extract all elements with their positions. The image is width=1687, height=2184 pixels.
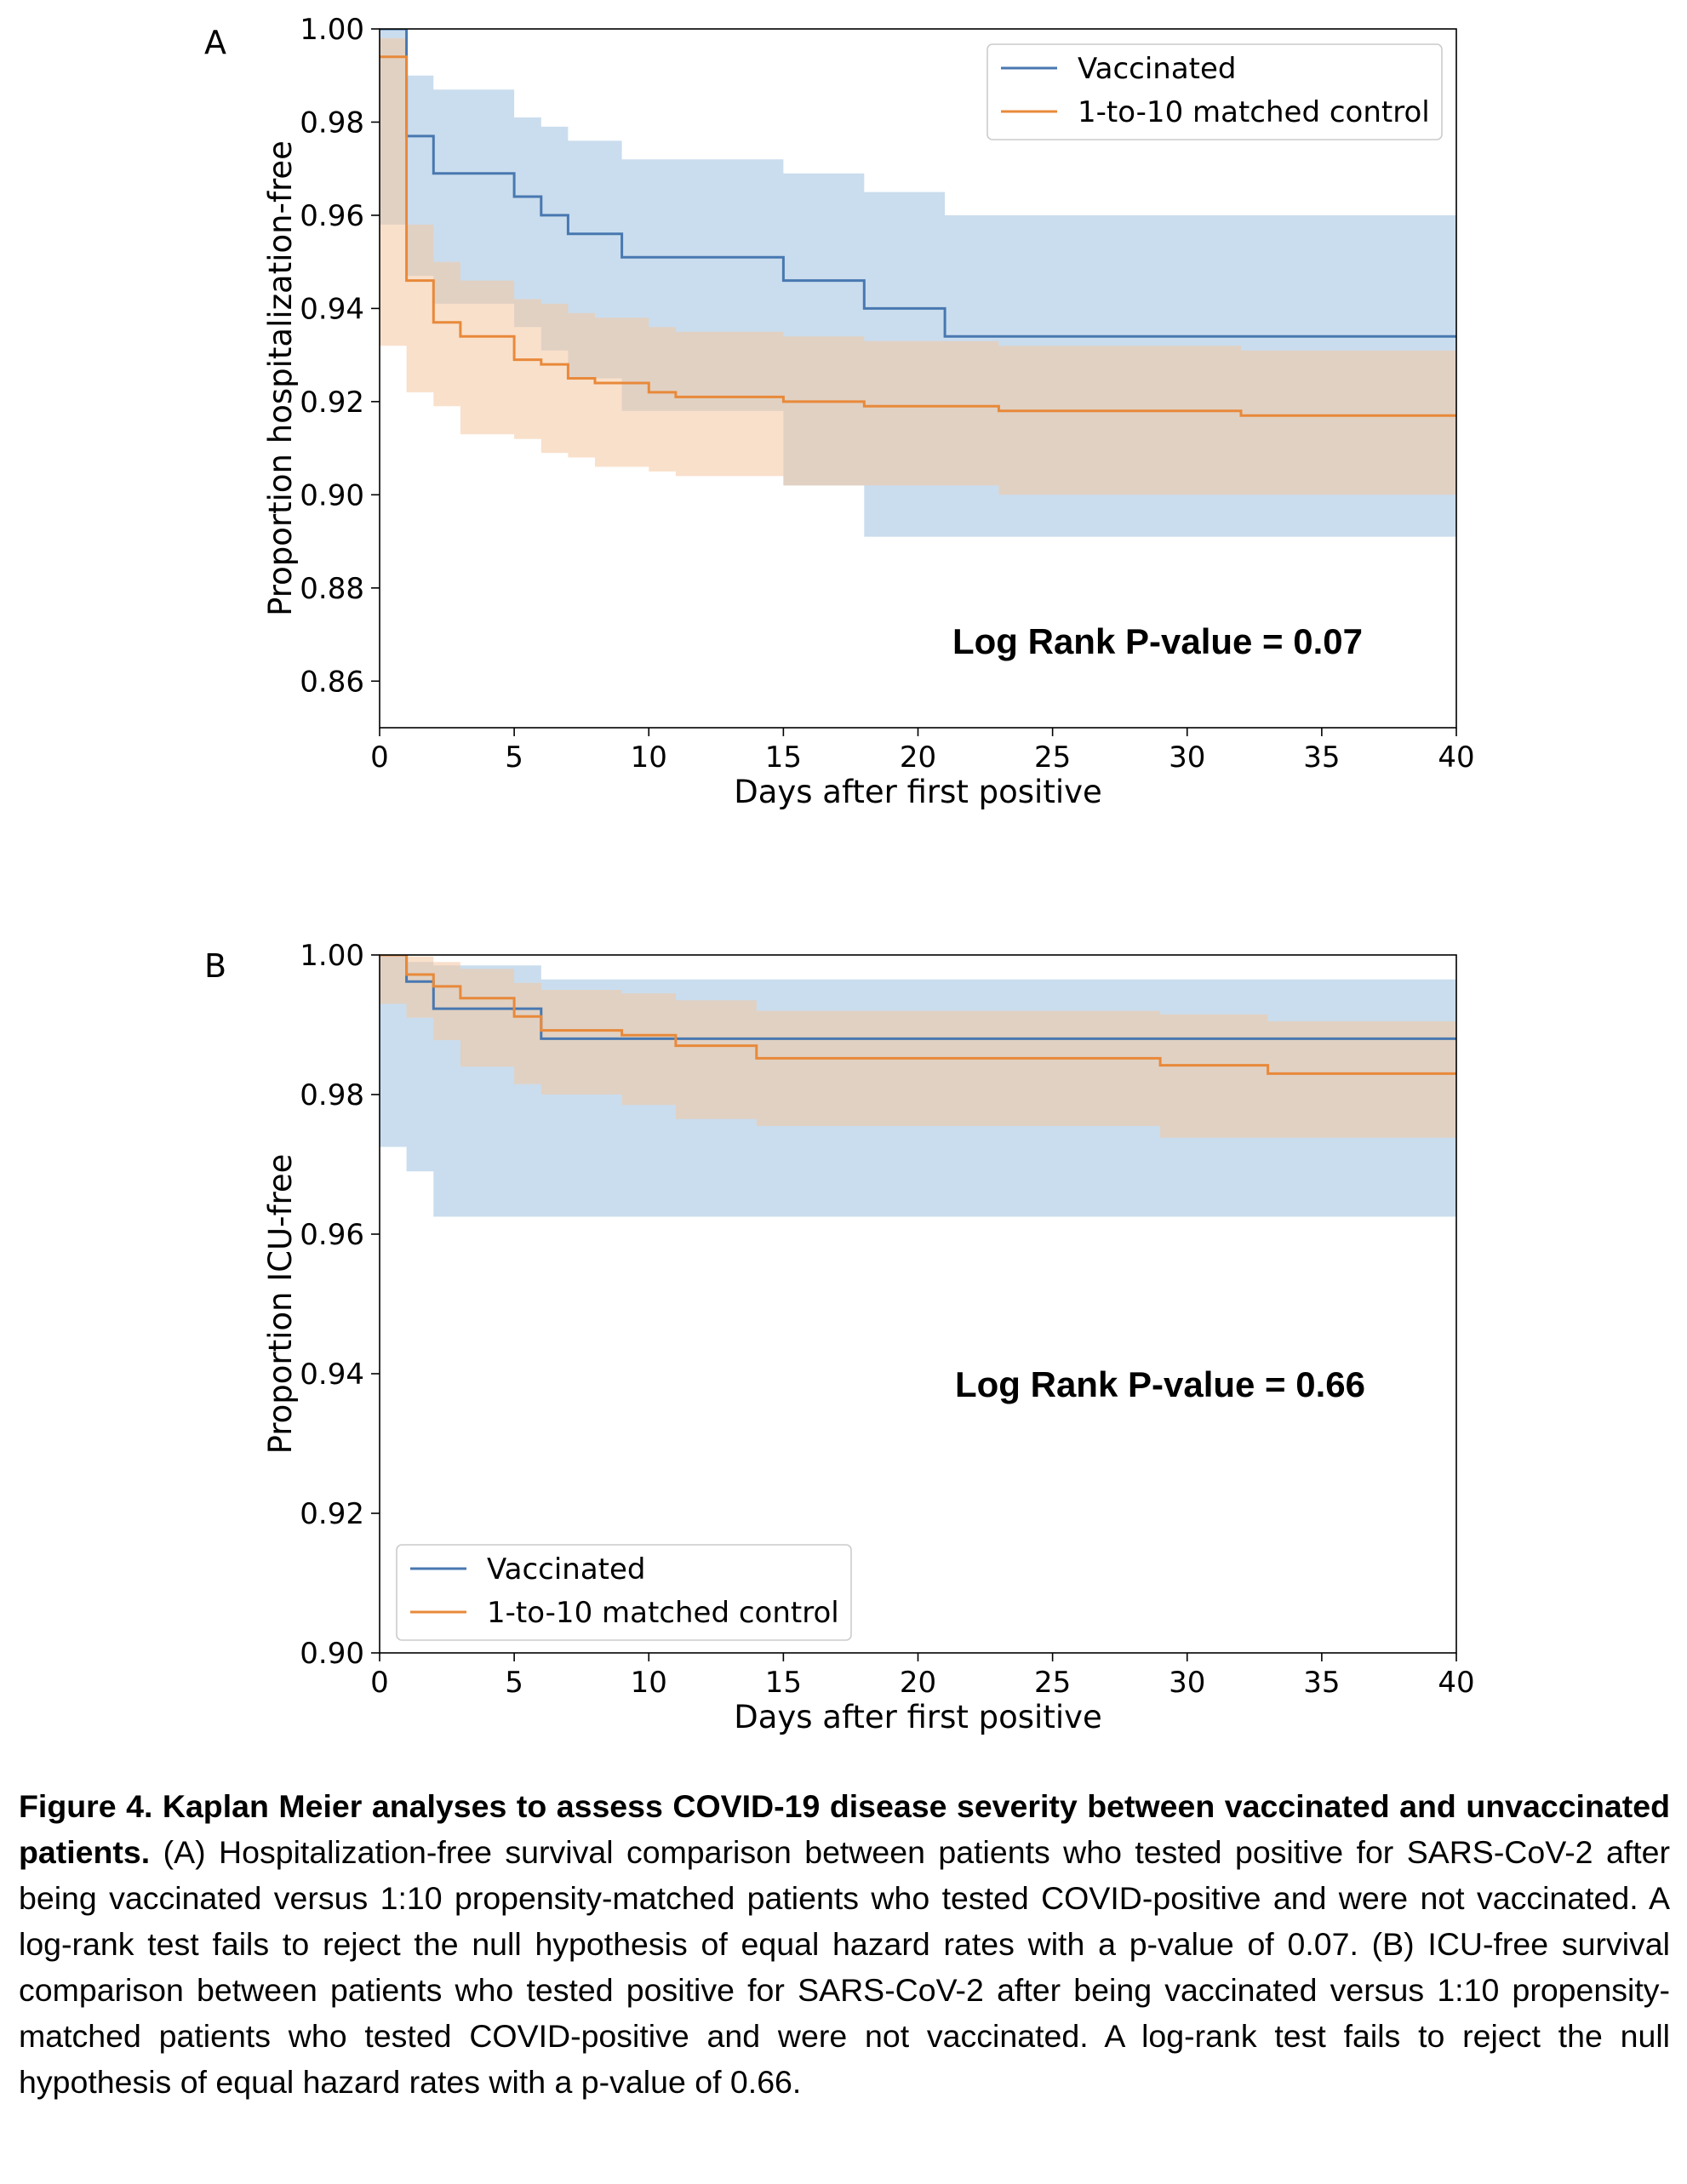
panel-letter: A bbox=[204, 24, 226, 61]
legend-label-vaccinated: Vaccinated bbox=[1078, 52, 1237, 86]
panel-letter: B bbox=[204, 947, 226, 985]
y-tick-label: 0.90 bbox=[300, 478, 364, 512]
confidence-band-control bbox=[380, 37, 1456, 495]
y-axis-label: Proportion ICU-free bbox=[262, 1154, 299, 1455]
caption-body: (A) Hospitalization-free survival compar… bbox=[19, 1834, 1670, 2100]
legend-label-control: 1-to-10 matched control bbox=[487, 1596, 839, 1630]
y-tick-label: 1.00 bbox=[300, 13, 364, 47]
y-tick-label: 0.98 bbox=[300, 106, 364, 140]
y-tick-label: 1.00 bbox=[300, 939, 364, 973]
legend: Vaccinated 1-to-10 matched control bbox=[986, 43, 1443, 140]
legend: Vaccinated 1-to-10 matched control bbox=[396, 1544, 852, 1641]
x-tick-label: 0 bbox=[370, 740, 389, 775]
y-axis-label: Proportion hospitalization-free bbox=[262, 140, 299, 616]
y-tick-label: 0.94 bbox=[300, 1358, 364, 1392]
chart-panel-a: 0 5 10 15 20 25 30 35 40 0.86 0.88 0.90 0.92 0.94 0.96… bbox=[0, 0, 1687, 885]
y-tick-label: 0.94 bbox=[300, 292, 364, 326]
x-tick-label: 40 bbox=[1438, 1666, 1474, 1700]
legend-label-vaccinated: Vaccinated bbox=[487, 1552, 646, 1587]
y-tick-label: 0.92 bbox=[300, 1497, 364, 1531]
log-rank-annotation: Log Rank P-value = 0.66 bbox=[955, 1364, 1365, 1404]
legend-box bbox=[396, 1544, 852, 1641]
chart-panel-b: 0 5 10 15 20 25 30 35 40 0.90 0.92 0.94 0.96 0.98 1.00… bbox=[0, 928, 1687, 1813]
x-tick-label: 20 bbox=[900, 1666, 936, 1700]
y-tick-label: 0.98 bbox=[300, 1078, 364, 1112]
survival-line-control bbox=[380, 55, 1456, 417]
figure-caption: Figure 4. Kaplan Meier analyses to asses… bbox=[19, 1783, 1670, 2105]
x-tick-label: 5 bbox=[505, 1666, 523, 1700]
x-tick-label: 5 bbox=[505, 740, 523, 775]
caption-title: Figure 4. Kaplan Meier analyses to asses… bbox=[19, 1788, 1670, 1870]
log-rank-annotation: Log Rank P-value = 0.07 bbox=[952, 621, 1363, 661]
x-axis-label: Days after first positive bbox=[734, 774, 1102, 810]
survival-line-vaccinated bbox=[380, 29, 1456, 338]
x-axis-label: Days after first positive bbox=[734, 1699, 1102, 1735]
x-tick-label: 15 bbox=[765, 1666, 802, 1700]
x-tick-label: 30 bbox=[1169, 1666, 1205, 1700]
y-tick-label: 0.90 bbox=[300, 1637, 364, 1671]
confidence-band-control bbox=[380, 955, 1456, 1138]
x-tick-label: 10 bbox=[631, 1666, 667, 1700]
y-tick-label: 0.86 bbox=[300, 665, 364, 699]
x-tick-label: 25 bbox=[1034, 740, 1071, 775]
km-chart-a: 0 5 10 15 20 25 30 35 40 0.86 0.88 0.90 0.92 0.94 0.96… bbox=[204, 13, 1475, 810]
x-tick-label: 0 bbox=[370, 1666, 389, 1700]
y-tick-label: 0.88 bbox=[300, 572, 364, 606]
x-tick-label: 10 bbox=[631, 740, 667, 775]
x-tick-label: 30 bbox=[1169, 740, 1205, 775]
x-tick-label: 15 bbox=[765, 740, 802, 775]
survival-line-control bbox=[380, 955, 1456, 1075]
legend-box bbox=[986, 43, 1443, 140]
x-tick-label: 25 bbox=[1034, 1666, 1071, 1700]
x-tick-label: 35 bbox=[1303, 740, 1340, 775]
x-tick-label: 35 bbox=[1303, 1666, 1340, 1700]
plot-area bbox=[380, 955, 1456, 1217]
plot-area bbox=[380, 29, 1456, 537]
x-tick-label: 40 bbox=[1438, 740, 1474, 775]
y-tick-label: 0.96 bbox=[300, 199, 364, 233]
km-chart-b: 0 5 10 15 20 25 30 35 40 0.90 0.92 0.94 0.96 0.98 1.00… bbox=[204, 939, 1475, 1735]
legend-label-control: 1-to-10 matched control bbox=[1078, 95, 1430, 129]
x-tick-label: 20 bbox=[900, 740, 936, 775]
y-tick-label: 0.92 bbox=[300, 386, 364, 420]
y-tick-label: 0.96 bbox=[300, 1218, 364, 1252]
